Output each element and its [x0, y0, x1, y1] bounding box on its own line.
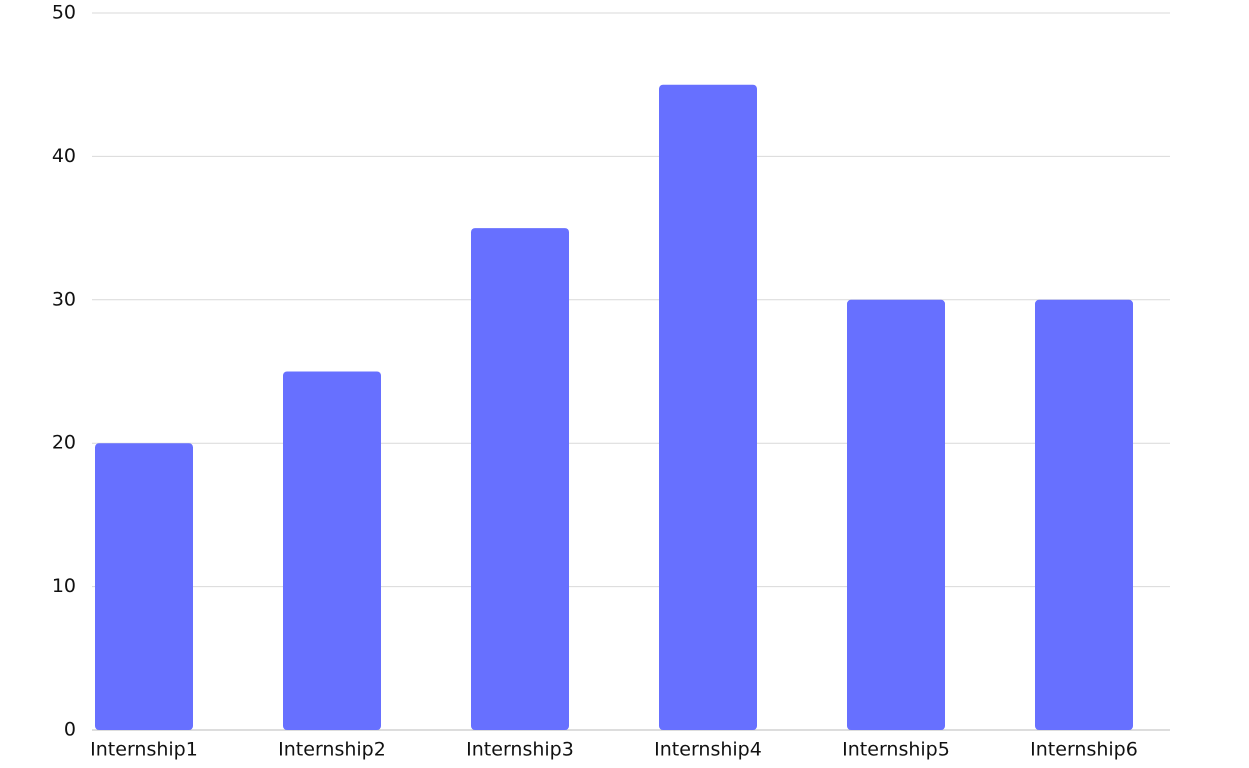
x-tick-label: Internship2 — [278, 739, 386, 761]
bar — [659, 84, 757, 730]
x-tick-label: Internship1 — [90, 739, 198, 761]
x-tick-label: Internship6 — [1030, 739, 1138, 761]
bar — [847, 299, 945, 730]
bar — [471, 228, 569, 730]
x-tick-label: Internship3 — [466, 739, 574, 761]
y-tick-label: 0 — [64, 719, 76, 741]
bar — [1035, 299, 1133, 730]
bar — [283, 371, 381, 730]
y-tick-label: 40 — [52, 145, 76, 167]
y-tick-label: 30 — [52, 288, 76, 310]
x-tick-label: Internship5 — [842, 739, 950, 761]
x-tick-label: Internship4 — [654, 739, 762, 761]
y-tick-label: 10 — [52, 575, 76, 597]
y-tick-label: 20 — [52, 432, 76, 454]
bar — [95, 443, 193, 730]
y-tick-label: 50 — [52, 2, 76, 24]
